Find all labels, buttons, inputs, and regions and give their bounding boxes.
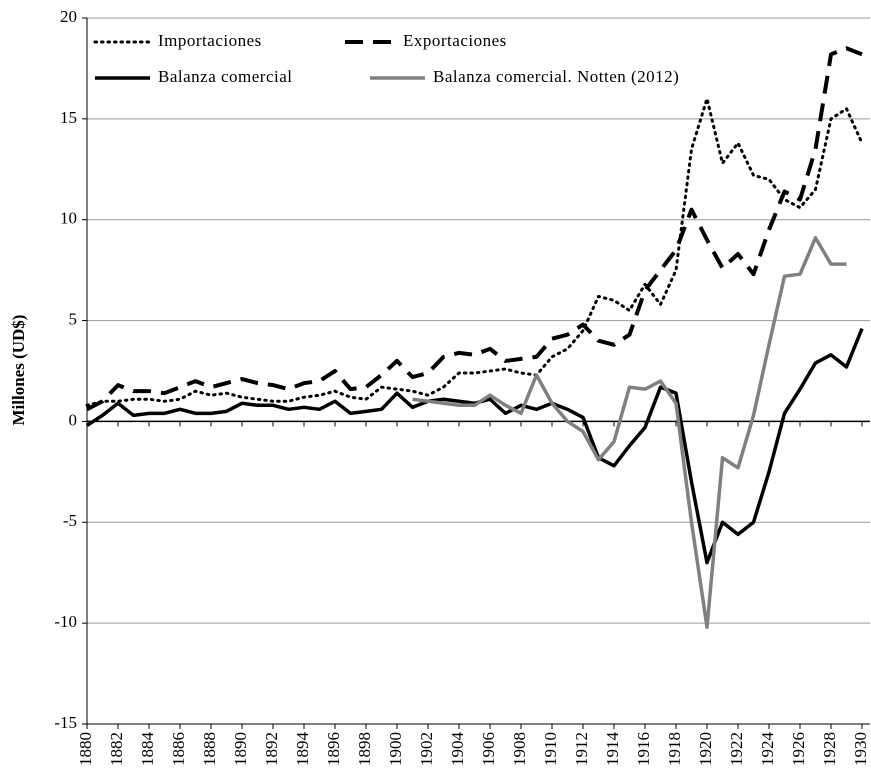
x-tick-label: 1884 bbox=[138, 732, 157, 767]
y-tick-label: -15 bbox=[54, 713, 77, 732]
x-tick-label: 1916 bbox=[634, 732, 653, 766]
x-tick-label: 1928 bbox=[820, 732, 839, 766]
x-tick-label: 1908 bbox=[510, 732, 529, 766]
y-tick-label: -10 bbox=[54, 612, 77, 631]
legend-label: Importaciones bbox=[158, 31, 262, 50]
y-tick-label: 0 bbox=[69, 410, 78, 429]
x-tick-label: 1922 bbox=[727, 732, 746, 766]
x-tick-label: 1902 bbox=[417, 732, 436, 766]
x-tick-label: 1912 bbox=[572, 732, 591, 766]
series-line bbox=[85, 97, 864, 407]
x-tick-label: 1918 bbox=[665, 732, 684, 766]
x-tick-label: 1904 bbox=[448, 732, 467, 767]
legend-label: Balanza comercial. Notten (2012) bbox=[433, 67, 679, 86]
x-tick-label: 1880 bbox=[76, 732, 95, 766]
y-tick-label: 20 bbox=[60, 7, 77, 26]
legend-label: Balanza comercial bbox=[158, 67, 293, 86]
y-tick-label: 15 bbox=[60, 108, 77, 127]
x-tick-label: 1914 bbox=[603, 732, 622, 767]
x-tick-label: 1900 bbox=[386, 732, 405, 766]
x-tick-label: 1926 bbox=[789, 732, 808, 766]
y-axis-label: Millones (UD$) bbox=[9, 315, 28, 426]
x-tick-label: 1886 bbox=[169, 732, 188, 766]
y-tick-label: -5 bbox=[63, 511, 77, 530]
x-tick-label: 1924 bbox=[758, 732, 777, 767]
x-tick-label: 1896 bbox=[324, 732, 343, 766]
series-line bbox=[86, 46, 863, 412]
x-tick-label: 1890 bbox=[231, 732, 250, 766]
x-tick-label: 1898 bbox=[355, 732, 374, 766]
x-tick-label: 1888 bbox=[200, 732, 219, 766]
series-line bbox=[412, 236, 847, 629]
y-tick-label: 5 bbox=[69, 309, 78, 328]
x-tick-label: 1910 bbox=[541, 732, 560, 766]
y-tick-label: 10 bbox=[60, 209, 77, 228]
x-tick-label: 1892 bbox=[262, 732, 281, 766]
legend-label: Exportaciones bbox=[403, 31, 507, 50]
x-tick-label: 1882 bbox=[107, 732, 126, 766]
x-tick-label: 1906 bbox=[479, 732, 498, 766]
x-tick-label: 1920 bbox=[696, 732, 715, 766]
x-tick-label: 1930 bbox=[851, 732, 870, 766]
x-tick-label: 1894 bbox=[293, 732, 312, 767]
